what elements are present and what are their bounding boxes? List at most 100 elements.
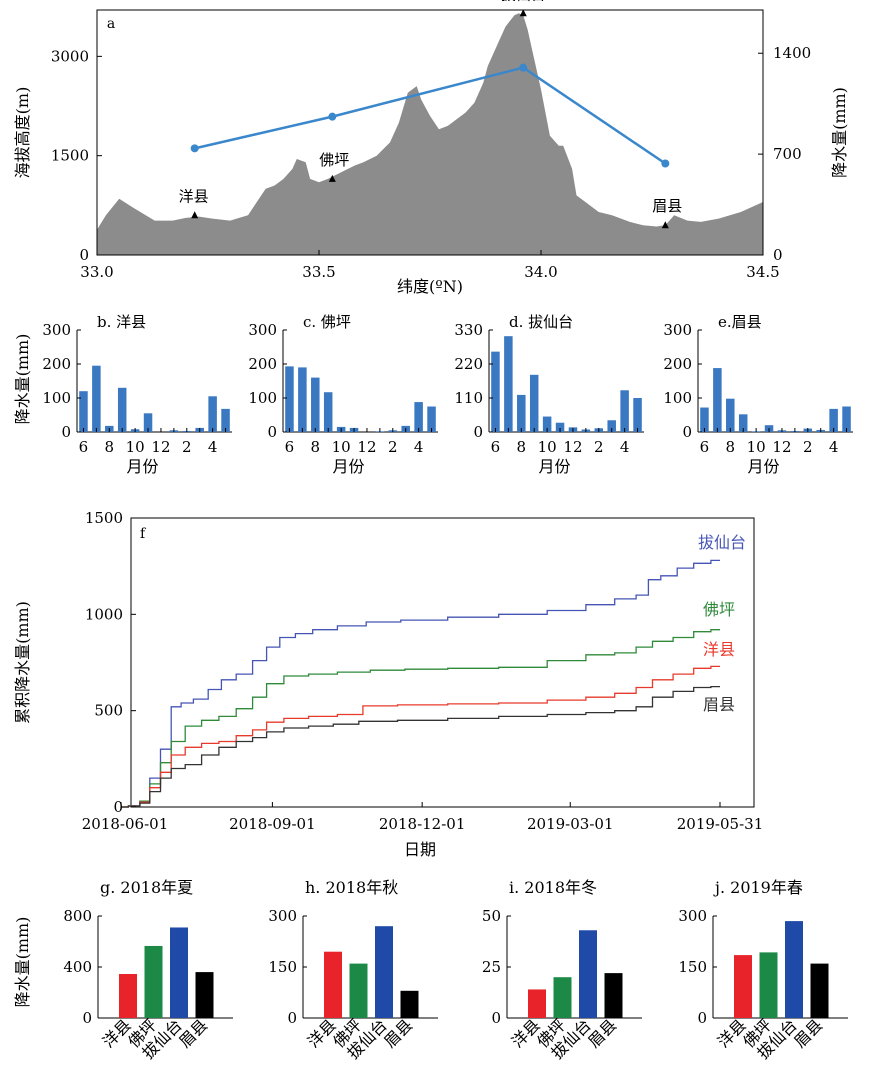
y-tick-label: 0: [82, 1009, 92, 1027]
month-bar: [92, 365, 101, 432]
y-tick-label: 25: [482, 958, 501, 976]
x-tick-label: 8: [517, 438, 527, 456]
month-bar: [713, 368, 722, 432]
month-bar: [208, 396, 217, 432]
month-bar: [620, 390, 629, 432]
y-tick-label: 110: [454, 389, 483, 407]
x-tick-label: 2018-06-01: [82, 815, 168, 833]
month-bar: [285, 366, 294, 432]
y-tick-label: 150: [268, 958, 297, 976]
precip-point: [519, 63, 528, 72]
y-tick-label: 500: [94, 702, 123, 720]
site-label: 佛坪: [319, 151, 349, 169]
site-label: 眉县: [652, 197, 682, 215]
y-tick-label: 0: [682, 423, 692, 441]
x-axis-label-b: 月份: [126, 457, 158, 476]
y-tick-label: 1000: [85, 605, 123, 623]
season-bar: [349, 963, 368, 1018]
terrain-profile: [97, 13, 763, 255]
month-bar: [427, 406, 436, 432]
x-tick-label: 2018-12-01: [379, 815, 465, 833]
month-bar: [529, 374, 539, 432]
month-bar: [414, 402, 423, 432]
month-bar: [143, 413, 153, 432]
month-bar: [221, 408, 230, 432]
x-tick-label: 8: [105, 438, 115, 456]
y-tick-label: 200: [248, 355, 277, 373]
season-bar: [785, 921, 803, 1018]
month-bar: [117, 387, 127, 432]
x-tick-label: 6: [285, 438, 295, 456]
panel-title-g: g. 2018年夏: [100, 878, 193, 897]
month-bar: [504, 336, 513, 432]
month-bar: [555, 422, 565, 432]
x-tick-label: 6: [79, 438, 89, 456]
x-tick-label: 2018-09-01: [229, 815, 315, 833]
x-tick-label: 12: [151, 438, 170, 456]
y-tick-label: 0: [491, 1009, 501, 1027]
season-bar: [375, 926, 393, 1018]
y-tick-label: 0: [61, 423, 71, 441]
y-tick-label: 1500: [85, 509, 123, 527]
season-bar: [144, 945, 163, 1018]
season-bar: [759, 952, 778, 1018]
month-bar: [726, 398, 735, 432]
x-tick-label: 10: [126, 438, 145, 456]
x-tick-label: 8: [311, 438, 321, 456]
y-tick-label: 0: [267, 423, 277, 441]
month-bar: [633, 398, 642, 432]
x-axis-label: 纬度(ºN): [397, 277, 463, 296]
site-marker: [519, 9, 527, 17]
y-tick-label: 100: [42, 389, 71, 407]
x-tick-label: 4: [829, 438, 839, 456]
month-bar: [311, 377, 320, 432]
x-tick-label: 4: [414, 438, 424, 456]
y-axis-label-f: 累积降水量(mm): [13, 601, 32, 724]
y-tick-label: 100: [663, 389, 692, 407]
x-axis-label-c: 月份: [332, 457, 364, 476]
month-bar: [842, 406, 851, 432]
cumulative-line: [121, 629, 720, 808]
y-tick-label: 300: [678, 907, 707, 925]
x-tick-label: 34.0: [524, 263, 557, 281]
cumulative-line: [121, 559, 720, 808]
cumulative-line: [121, 685, 720, 808]
season-bar: [170, 927, 188, 1018]
season-bar: [195, 972, 214, 1018]
month-bar: [298, 367, 307, 432]
panel-title-c: c. 佛坪: [303, 313, 351, 331]
panel-a: 洋县佛坪拔仙台眉县a33.033.534.034.501500300007001…: [13, 0, 849, 296]
x-tick-label: 12: [357, 438, 376, 456]
month-bar: [738, 414, 748, 432]
panel-title-b: b. 洋县: [97, 313, 146, 331]
month-bar: [323, 392, 333, 432]
x-tick-label: 10: [747, 438, 766, 456]
y-tick-label: 0: [113, 798, 123, 816]
panel-title-h: h. 2018年秋: [305, 878, 398, 897]
month-bar: [700, 407, 709, 432]
y-axis-label-right: 降水量(mm): [830, 87, 849, 178]
y-right-tick-label: 0: [773, 246, 783, 264]
month-bar: [517, 394, 526, 432]
x-tick-label: 33.0: [80, 263, 113, 281]
y-tick-label: 300: [663, 321, 692, 339]
x-tick-label: 12: [772, 438, 791, 456]
x-tick-label: 2: [803, 438, 813, 456]
panel-title-e: e.眉县: [718, 313, 762, 331]
y-tick-label: 200: [663, 355, 692, 373]
y-tick-label: 150: [678, 958, 707, 976]
x-tick-label: 12: [563, 438, 582, 456]
y-tick-label: 330: [454, 321, 483, 339]
y-left-tick-label: 1500: [51, 147, 89, 165]
y-tick-label: 50: [482, 907, 501, 925]
x-axis-label-f: 日期: [404, 840, 436, 859]
y-tick-label: 220: [454, 355, 483, 373]
panel-title-i: i. 2018年冬: [509, 878, 597, 897]
month-bar: [829, 408, 838, 432]
